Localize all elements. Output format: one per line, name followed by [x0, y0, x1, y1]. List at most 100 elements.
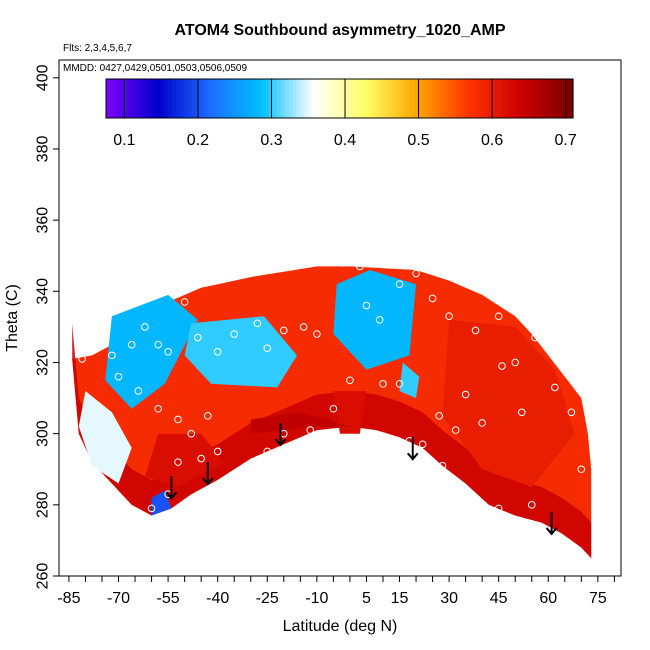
sample-point: [108, 351, 116, 360]
colorbar-swatch: [401, 79, 407, 118]
colorbar-swatch: [222, 79, 228, 118]
sample-point: [230, 330, 239, 338]
sample-point: [438, 461, 447, 470]
colorbar: 0.1 0.2 0.3 0.4 0.5 0.6 0.7: [105, 78, 577, 149]
colorbar-swatch: [456, 79, 461, 118]
colorbar-swatch: [230, 79, 236, 118]
colorbar-swatch: [144, 79, 150, 118]
y-tick-label: 260: [35, 563, 52, 590]
colorbar-swatch: [335, 79, 341, 118]
x-tick-label: 15: [391, 590, 409, 607]
field-region-11: [442, 319, 575, 487]
down-arrow: [406, 437, 419, 461]
colorbar-swatch: [378, 79, 383, 118]
sample-point: [174, 415, 182, 424]
colorbar-swatch: [226, 79, 232, 118]
colorbar-swatch: [471, 79, 477, 118]
colorbar-swatch: [526, 79, 531, 118]
colorbar-swatch: [292, 79, 298, 118]
sample-point: [223, 476, 232, 484]
sample-point: [356, 262, 364, 271]
sample-point: [154, 340, 162, 349]
colorbar-swatch: [413, 79, 418, 118]
colorbar-swatch: [246, 79, 251, 118]
sample-point: [127, 340, 136, 349]
colorbar-swatch: [281, 79, 286, 118]
colorbar-swatch: [561, 79, 566, 118]
colorbar-swatch: [234, 79, 239, 118]
colorbar-swatch: [362, 79, 368, 118]
field-region-10: [145, 433, 225, 487]
sample-point: [187, 429, 196, 438]
colorbar-swatch: [183, 79, 189, 118]
y-tick-label: 380: [35, 136, 52, 163]
colorbar-swatch: [460, 79, 465, 118]
sample-point: [174, 458, 182, 466]
y-tick-label: 320: [35, 349, 52, 376]
sample-point: [395, 380, 404, 388]
x-axis-label: Latitude (deg N): [283, 618, 398, 635]
sample-point: [164, 348, 172, 356]
x-tick-label: 30: [440, 590, 458, 607]
colorbar-swatch: [129, 79, 134, 118]
colorbar-swatch: [133, 79, 138, 118]
sample-point: [213, 348, 222, 356]
colorbar-swatch: [514, 79, 520, 118]
chart-title: ATOM4 Southbound asymmetry_1020_AMP: [174, 22, 505, 39]
colorbar-swatch: [522, 79, 527, 118]
colorbar-swatch: [355, 79, 360, 118]
flights-label: Flts: 2,3,4,5,6,7: [63, 43, 132, 54]
y-axis-label: Theta (C): [4, 284, 21, 352]
colorbar-swatch: [121, 79, 127, 118]
colorbar-swatch: [499, 79, 504, 118]
colorbar-swatch: [211, 79, 216, 118]
colorbar-swatch: [160, 79, 165, 118]
sample-point: [494, 312, 503, 321]
colorbar-swatch: [253, 79, 259, 118]
colorbar-swatch: [296, 79, 302, 118]
colorbar-swatch: [530, 79, 535, 118]
sample-point: [280, 326, 288, 335]
colorbar-tick-label: 0.7: [555, 132, 577, 149]
colorbar-swatch: [502, 79, 508, 118]
colorbar-swatch: [467, 79, 473, 118]
colorbar-swatch: [549, 79, 555, 118]
field-region-3: [105, 294, 198, 409]
colorbar-swatch: [386, 79, 391, 118]
colorbar-swatch: [432, 79, 438, 118]
colorbar-swatch: [452, 79, 457, 118]
colorbar-swatch: [393, 79, 399, 118]
sample-point: [445, 312, 453, 321]
colorbar-swatch: [320, 79, 325, 118]
y-tick-label: 300: [35, 420, 52, 447]
sample-point: [203, 412, 212, 420]
colorbar-tick-label: 0.6: [481, 132, 503, 149]
colorbar-swatch: [152, 79, 158, 118]
colorbar-swatch: [343, 79, 348, 118]
colorbar-swatch: [316, 79, 321, 118]
colorbar-swatch: [257, 79, 263, 118]
x-tick-label: -40: [206, 590, 229, 607]
sample-point: [412, 269, 420, 278]
sample-point: [147, 504, 156, 513]
colorbar-swatch: [565, 79, 570, 118]
field-region-4: [78, 391, 132, 484]
sample-point: [428, 294, 437, 303]
colorbar-tick-label: 0.4: [334, 132, 356, 149]
colorbar-swatch: [179, 79, 185, 118]
colorbar-swatch: [156, 79, 162, 118]
colorbar-swatch: [249, 79, 255, 118]
colorbar-swatch: [553, 79, 559, 118]
sample-point: [263, 344, 272, 353]
colorbar-swatch: [495, 79, 500, 118]
sample-point: [362, 301, 371, 310]
sample-point: [213, 447, 222, 456]
colorbar-swatch: [207, 79, 212, 118]
x-tick-label: 60: [539, 590, 557, 607]
colorbar-swatch: [569, 79, 574, 118]
colorbar-swatch: [117, 79, 123, 118]
field-region-8: [399, 362, 420, 399]
colorbar-swatch: [261, 79, 267, 118]
sample-point: [180, 298, 189, 306]
colorbar-swatch: [483, 79, 488, 118]
